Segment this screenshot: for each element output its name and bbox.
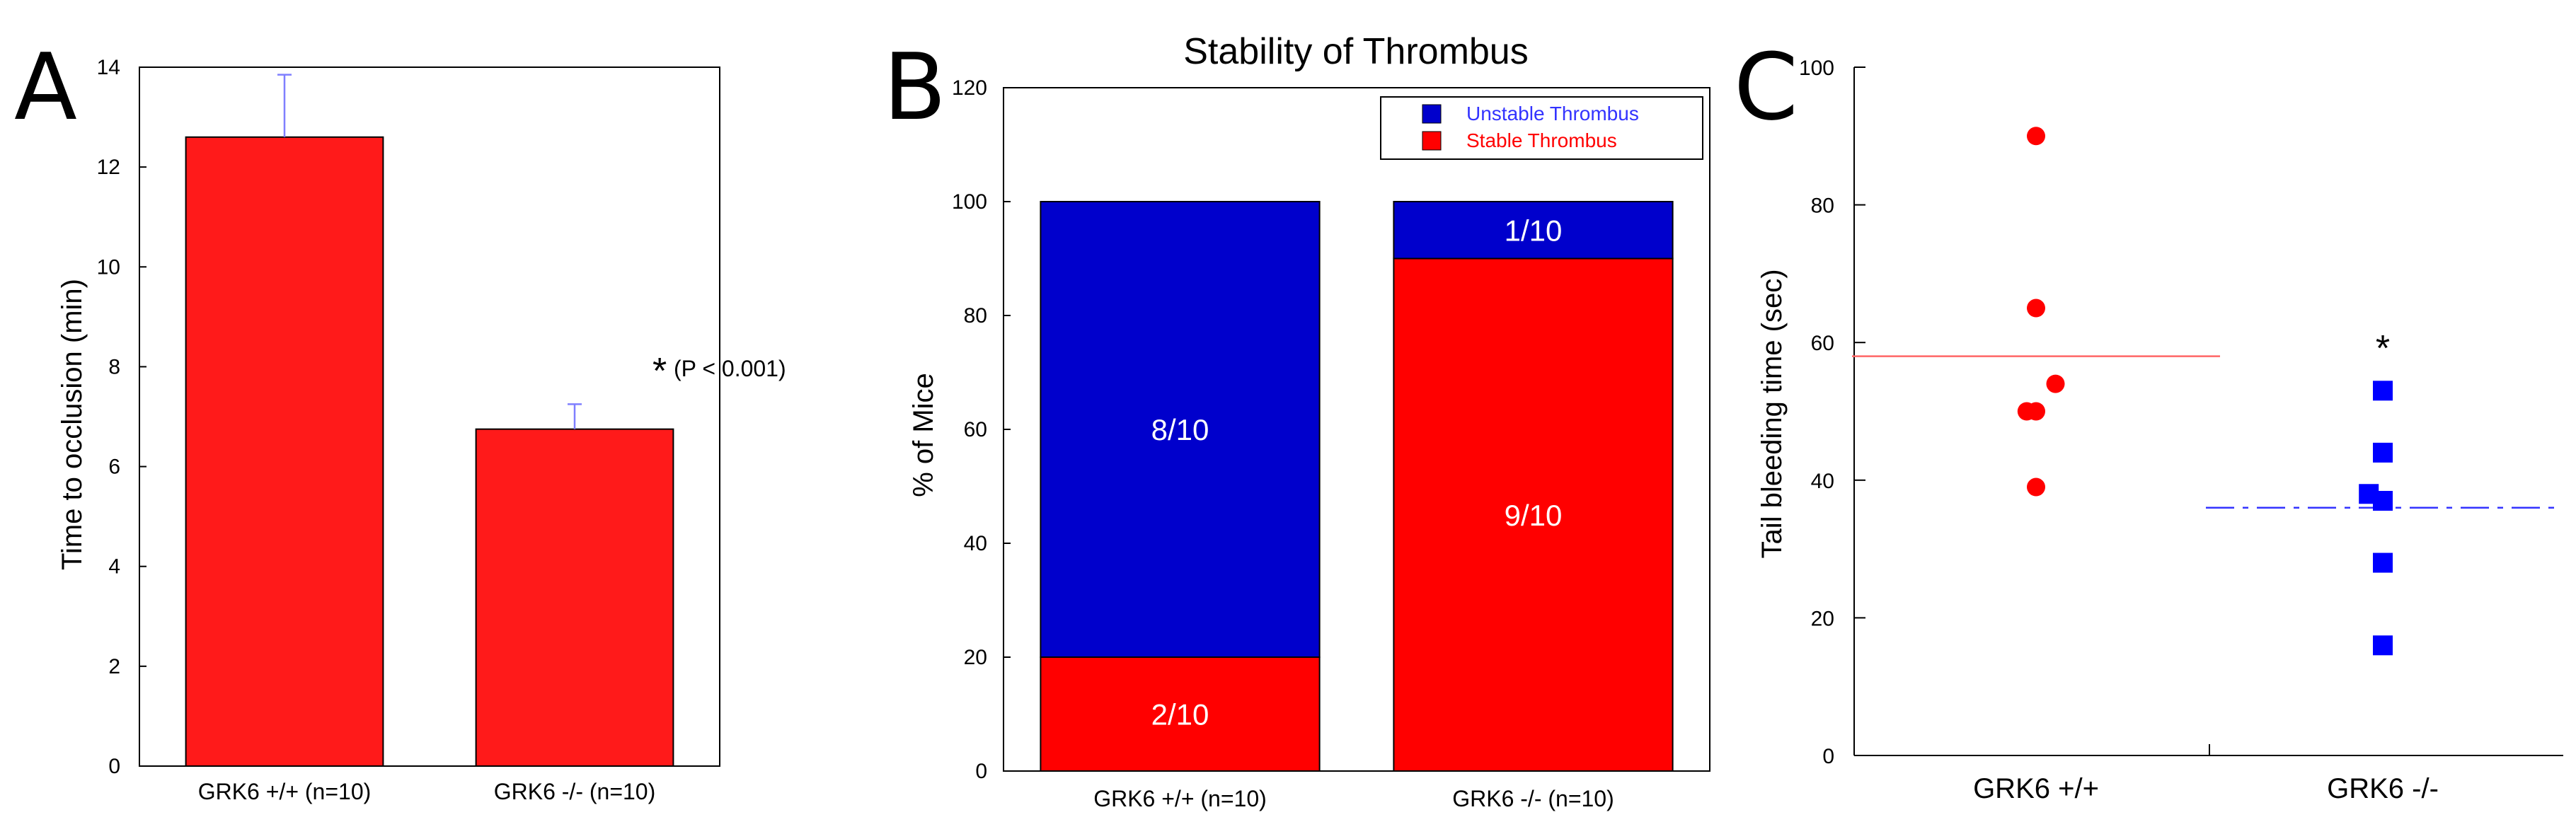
y-tick-label: 100 [1799, 57, 1834, 80]
y-tick-label: 0 [975, 760, 987, 783]
panel-c-points [2017, 127, 2393, 656]
x-category-label: GRK6 +/+ [1973, 773, 2099, 804]
y-tick-label: 40 [964, 532, 987, 555]
y-tick-label: 10 [97, 255, 120, 279]
y-tick-label: 60 [964, 418, 987, 441]
panel-a-bars [185, 136, 674, 768]
panel-b-y-ticks: 0 20 40 60 80 100 120 [952, 76, 1011, 783]
x-category-label: GRK6 -/- [2327, 773, 2439, 804]
legend-swatch-stable [1422, 131, 1442, 151]
panel-b-stacked-bars: 2/10 8/10 9/10 1/10 [1040, 201, 1674, 772]
y-tick-label: 6 [108, 456, 120, 479]
scatter-point [2373, 442, 2393, 463]
y-tick-label: 100 [952, 190, 987, 214]
y-tick-label: 20 [964, 646, 987, 669]
x-category-label: GRK6 +/+ (n=10) [198, 779, 372, 804]
segment-fraction-label: 1/10 [1505, 214, 1563, 247]
panel-b-plot-frame [1003, 87, 1710, 772]
y-tick-label: 8 [108, 355, 120, 378]
panel-a-plot-frame [139, 66, 720, 767]
scatter-point [2046, 374, 2065, 393]
y-tick-label: 0 [108, 755, 120, 778]
y-tick-label: 80 [964, 304, 987, 328]
panel-b: B Stability of Thrombus % of Mice 0 20 40 6… [883, 31, 1710, 811]
panel-b-x-categories: GRK6 +/+ (n=10) GRK6 -/- (n=10) [1093, 786, 1614, 811]
scatter-point [2373, 552, 2393, 573]
panel-a-letter: A [14, 33, 77, 141]
panel-a-y-axis-label: Time to occlusion (min) [57, 279, 88, 570]
y-tick-label: 120 [952, 76, 987, 100]
x-category-label: GRK6 +/+ (n=10) [1093, 786, 1267, 811]
stacked-bar-segment [1040, 656, 1321, 772]
y-tick-label: 20 [1811, 607, 1834, 630]
y-tick-label: 2 [108, 655, 120, 678]
legend-label-stable: Stable Thrombus [1466, 129, 1617, 151]
bar [475, 428, 674, 768]
panel-a-y-ticks: 0 2 4 6 8 10 12 14 [97, 56, 146, 778]
stacked-bar-segment [1040, 201, 1321, 658]
panel-c-y-axis-label: Tail bleeding time (sec) [1756, 269, 1788, 558]
segment-fraction-label: 2/10 [1151, 698, 1209, 731]
panel-c-mean-lines [1852, 355, 2560, 509]
y-tick-label: 0 [1822, 745, 1834, 768]
segment-fraction-label: 8/10 [1151, 413, 1209, 446]
y-tick-label: 80 [1811, 195, 1834, 218]
x-category-label: GRK6 -/- (n=10) [1452, 786, 1614, 811]
y-tick-label: 14 [97, 56, 120, 79]
scatter-point [2027, 477, 2045, 497]
panel-a: A Time to occlusion (min) 0 2 4 6 8 10 12 14 GR… [14, 33, 786, 804]
scatter-point [2027, 402, 2045, 421]
x-category-label: GRK6 -/- (n=10) [494, 779, 656, 804]
y-tick-label: 60 [1811, 332, 1834, 355]
panel-c-y-ticks: 0 20 40 60 80 100 [1799, 57, 1865, 768]
panel-b-letter: B [883, 33, 946, 141]
panel-c-letter: C [1734, 33, 1798, 141]
stacked-bar-segment [1393, 201, 1674, 260]
legend-swatch-unstable [1422, 104, 1442, 124]
panel-c: C Tail bleeding time (sec) 020406080100 … [1734, 33, 2563, 804]
segment-fraction-label: 9/10 [1505, 499, 1563, 532]
scatter-point [2373, 635, 2393, 656]
y-tick-label: 4 [108, 555, 120, 579]
scatter-point [2027, 127, 2045, 146]
panel-c-x-categories: GRK6 +/+ GRK6 -/- [1973, 773, 2439, 804]
panel-b-legend: Unstable Thrombus Stable Thrombus [1380, 96, 1703, 160]
panel-a-p-value: (P < 0.001) [674, 356, 786, 381]
panel-c-significance-star: * [2376, 328, 2390, 369]
panel-b-y-axis-label: % of Mice [908, 373, 939, 497]
panel-a-x-categories: GRK6 +/+ (n=10) GRK6 -/- (n=10) [198, 779, 656, 804]
bar [185, 136, 384, 768]
scatter-point [2373, 490, 2393, 511]
panel-a-significance-star: * [652, 351, 667, 392]
scatter-point [2027, 299, 2045, 318]
scatter-point [2373, 381, 2393, 401]
y-tick-label: 40 [1811, 470, 1834, 493]
legend-label-unstable: Unstable Thrombus [1466, 103, 1639, 124]
y-tick-label: 12 [97, 156, 120, 179]
panel-a-error-bars [277, 74, 582, 429]
panel-b-title: Stability of Thrombus [1183, 31, 1528, 72]
